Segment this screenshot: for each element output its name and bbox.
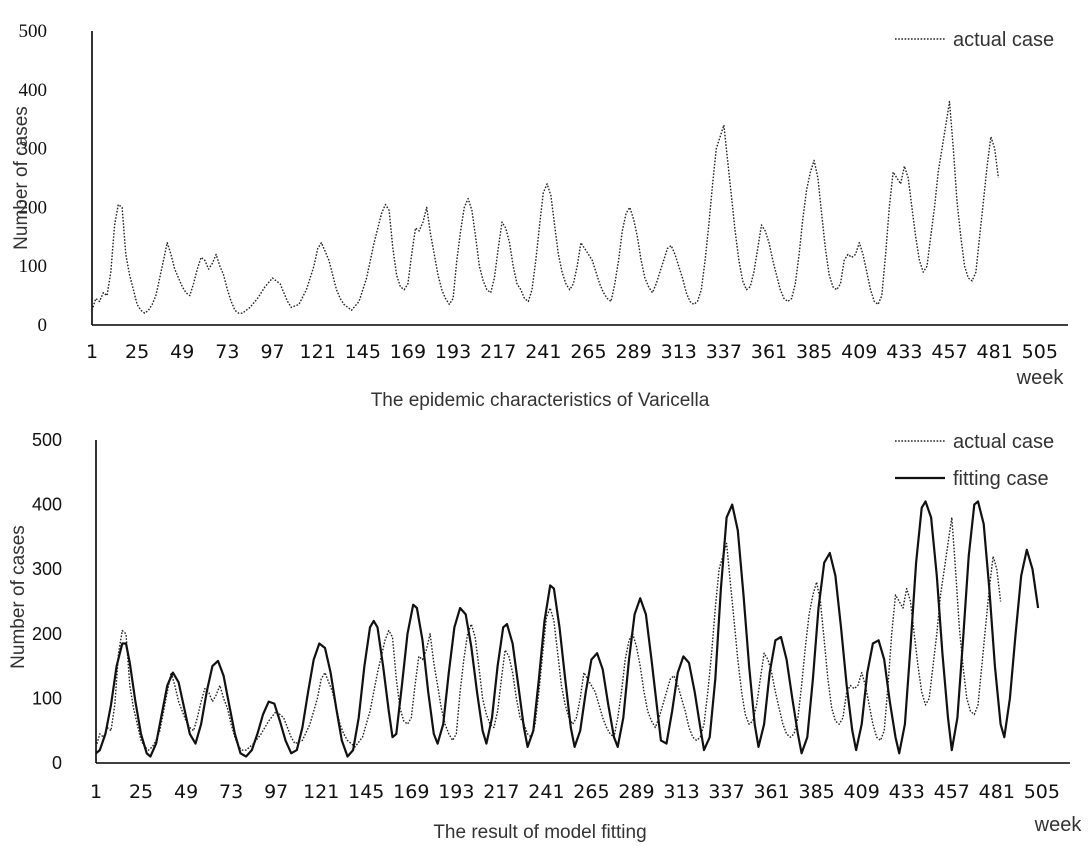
series-line-fitting-case: [95, 500, 1040, 758]
chart-model-fitting: 0 100 200 300 400 500 1 25 49 73 97 121 145 169 193 217…: [8, 430, 1082, 843]
x-tick-label: 385: [799, 781, 835, 803]
y-axis-label: Number of cases: [11, 106, 32, 250]
y-tick-label: 0: [38, 315, 48, 336]
x-tick-label: 97: [264, 781, 288, 803]
y-tick-label: 400: [32, 495, 62, 515]
chart-title: The epidemic characteristics of Varicell…: [371, 390, 710, 411]
x-tick-label: 217: [480, 341, 516, 363]
x-tick-label: 265: [570, 341, 606, 363]
x-tick-label: 481: [979, 781, 1015, 803]
x-tick-label: 121: [303, 781, 339, 803]
series-line-actual-case: [91, 100, 1000, 314]
x-tick-label: 433: [886, 341, 922, 363]
x-tick-label: 1: [90, 781, 102, 803]
x-tick-label: 25: [129, 781, 153, 803]
y-tick-label: 100: [32, 688, 62, 708]
y-tick-label: 400: [19, 80, 48, 101]
x-tick-label: 505: [1024, 781, 1060, 803]
x-tick-label: 241: [525, 341, 561, 363]
x-tick-label: 241: [528, 781, 564, 803]
y-tick-label: 500: [32, 430, 62, 450]
y-tick-label: 300: [32, 559, 62, 579]
legend-label: actual case: [953, 29, 1054, 51]
x-tick-label: 313: [661, 341, 697, 363]
x-tick-label: 361: [753, 781, 789, 803]
legend-label: fitting case: [953, 468, 1049, 490]
x-tick-label: 289: [615, 341, 651, 363]
x-tick-label: 145: [348, 781, 384, 803]
x-tick-label: 385: [796, 341, 832, 363]
x-tick-label: 457: [934, 781, 970, 803]
y-tick-label: 300: [19, 139, 48, 160]
x-tick-label: 145: [345, 341, 381, 363]
x-tick-label: 433: [889, 781, 925, 803]
chart-varicella-epidemic: 0 100 200 300 400 500 1 25 49 73 97 121 145 169 193 217…: [11, 21, 1068, 411]
y-tick-label: 200: [32, 624, 62, 644]
x-tick-label: 97: [260, 341, 284, 363]
x-tick-label: 49: [174, 781, 198, 803]
x-tick-label: 409: [844, 781, 880, 803]
x-tick-label: 121: [300, 341, 336, 363]
y-axis-label: Number of cases: [8, 525, 29, 669]
x-tick-label: 1: [86, 341, 98, 363]
x-tick-label: 193: [438, 781, 474, 803]
x-tick-label: 25: [125, 341, 149, 363]
legend-label: actual case: [953, 431, 1054, 453]
y-tick-label: 200: [19, 197, 48, 218]
x-tick-label: 337: [708, 781, 744, 803]
x-tick-label: 289: [618, 781, 654, 803]
x-tick-label: 169: [390, 341, 426, 363]
x-tick-label: 457: [931, 341, 967, 363]
x-tick-label: 193: [435, 341, 471, 363]
x-tick-label: 313: [663, 781, 699, 803]
y-tick-label: 500: [19, 21, 48, 42]
x-tick-label: 217: [483, 781, 519, 803]
series-line-actual-case: [95, 516, 1002, 751]
x-tick-label: 481: [977, 341, 1013, 363]
x-tick-label: 265: [573, 781, 609, 803]
x-tick-label: 337: [706, 341, 742, 363]
x-tick-label: 409: [841, 341, 877, 363]
x-tick-label: 169: [393, 781, 429, 803]
x-tick-label: 73: [215, 341, 239, 363]
x-axis-label: week: [1034, 814, 1083, 836]
x-tick-label: 73: [219, 781, 243, 803]
x-tick-label: 505: [1022, 341, 1058, 363]
x-axis-label: week: [1016, 367, 1065, 389]
chart-title: The result of model fitting: [433, 822, 646, 843]
x-tick-label: 49: [170, 341, 194, 363]
y-tick-label: 0: [52, 753, 62, 773]
y-tick-label: 100: [19, 256, 48, 277]
x-tick-label: 361: [751, 341, 787, 363]
